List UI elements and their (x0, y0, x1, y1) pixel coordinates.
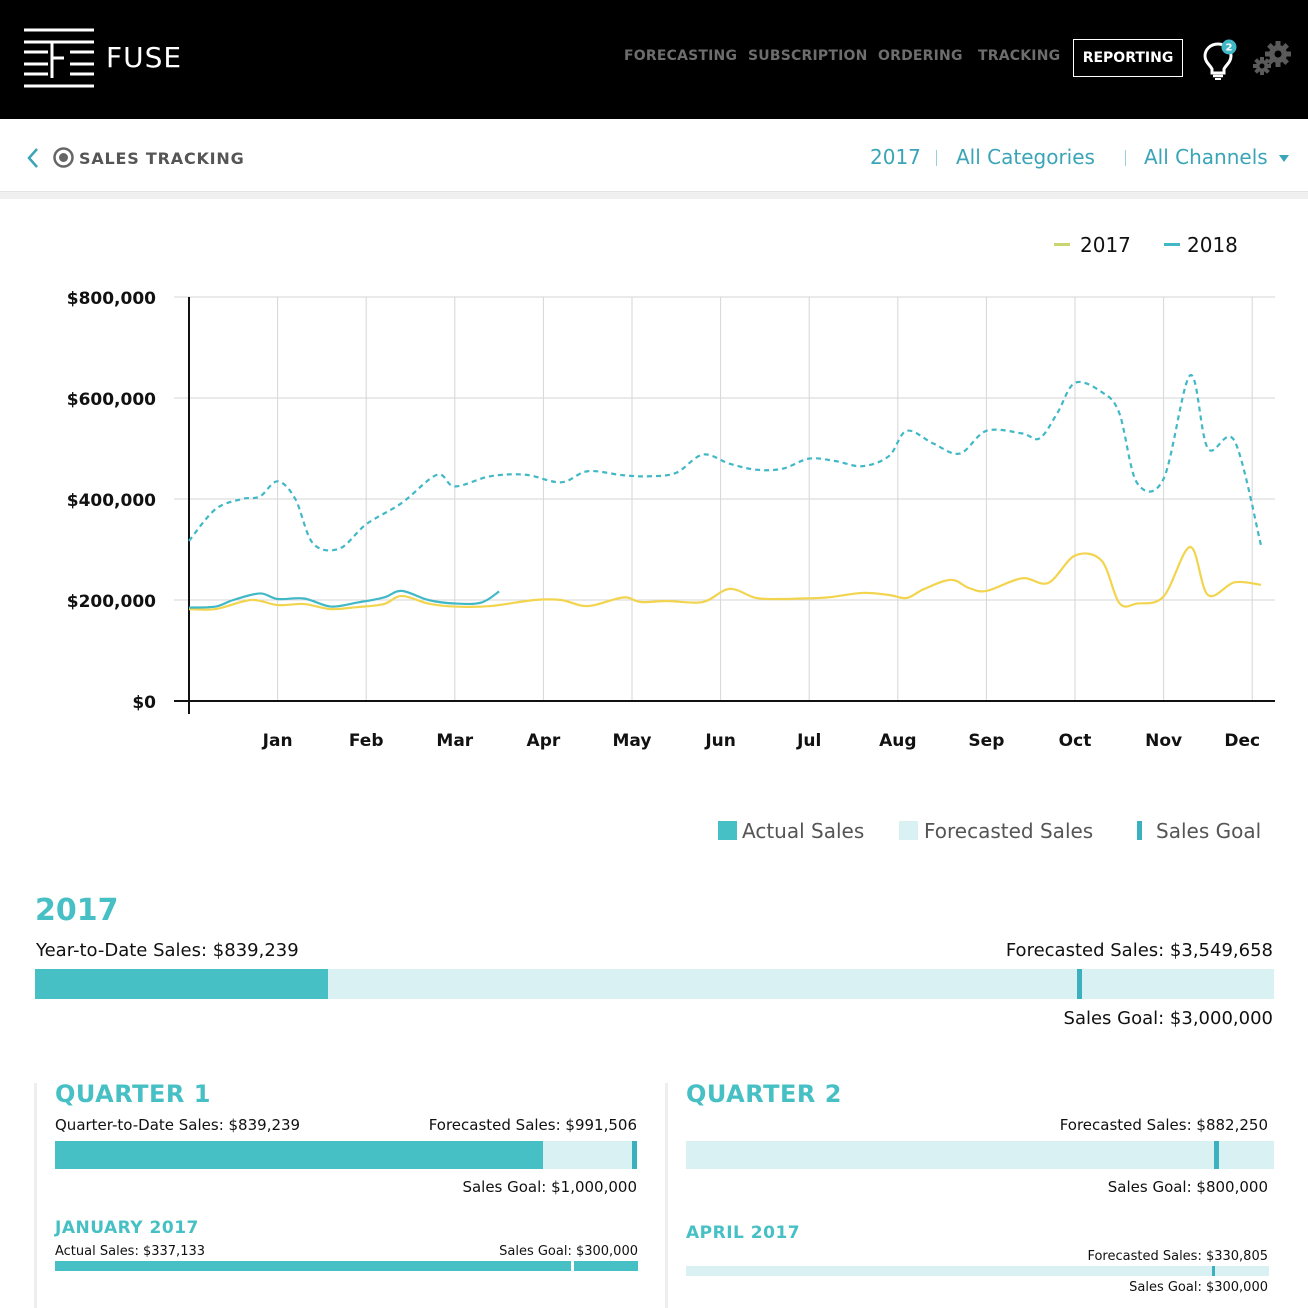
april-forecast-label: Forecasted Sales: $330,805 (1087, 1249, 1268, 1264)
legend-label-2017: 2017 (1080, 233, 1131, 257)
lightbulb-icon[interactable]: 2 (1200, 38, 1240, 80)
x-tick-label: Jan (262, 731, 293, 751)
nav-forecasting[interactable]: FORECASTING (624, 48, 738, 64)
january-progress-bar (55, 1261, 638, 1271)
filter-divider (936, 150, 937, 166)
category-filter[interactable]: All Categories (956, 145, 1095, 169)
fuse-logo-icon[interactable] (24, 28, 94, 88)
header-divider (0, 191, 1308, 199)
month-january-title: JANUARY 2017 (55, 1218, 199, 1238)
legend-swatch-2018 (1164, 243, 1180, 246)
quarter-1-title: QUARTER 1 (55, 1080, 211, 1108)
target-icon (53, 147, 74, 168)
q2-progress-bar (686, 1141, 1274, 1169)
x-tick-label: Feb (349, 731, 384, 751)
y-tick-label: $600,000 (67, 390, 156, 410)
y-tick-label: $200,000 (67, 592, 156, 612)
y-tick-label: $800,000 (67, 289, 156, 309)
notification-badge: 2 (1226, 43, 1233, 54)
year-summary-title: 2017 (35, 893, 119, 928)
quarter-divider (665, 1083, 668, 1308)
january-actual-label: Actual Sales: $337,133 (55, 1244, 206, 1259)
quarter-divider (34, 1083, 37, 1308)
q1-actual-fill (55, 1141, 544, 1169)
legend-goal-swatch (1137, 821, 1142, 840)
series-2017-solid-line (188, 545, 1262, 611)
nav-subscription[interactable]: SUBSCRIPTION (748, 48, 868, 64)
q1-progress-bar (55, 1141, 637, 1169)
x-tick-label: Aug (879, 731, 916, 751)
x-tick-label: Nov (1145, 731, 1182, 751)
x-tick-label: Dec (1224, 731, 1260, 751)
nav-ordering[interactable]: ORDERING (878, 48, 963, 64)
y-tick-label: $0 (132, 693, 156, 713)
y-tick-label: $400,000 (67, 491, 156, 511)
nav-tracking[interactable]: TRACKING (978, 48, 1061, 64)
page-header (0, 119, 1308, 191)
legend-goal-label: Sales Goal (1156, 819, 1262, 843)
x-tick-label: Sep (968, 731, 1004, 751)
q1-goal-marker (632, 1141, 637, 1169)
january-goal-marker (570, 1261, 574, 1271)
gears-icon[interactable] (1252, 40, 1294, 76)
x-tick-label: May (613, 731, 652, 751)
q1-forecast-label: Forecasted Sales: $991,506 (428, 1116, 637, 1134)
month-april-title: APRIL 2017 (686, 1223, 801, 1243)
channel-filter[interactable]: All Channels (1144, 145, 1268, 169)
q2-goal-label: Sales Goal: $800,000 (1107, 1178, 1268, 1196)
april-goal-label: Sales Goal: $300,000 (1129, 1280, 1268, 1295)
chevron-left-icon[interactable] (24, 145, 42, 171)
series-2018-solid-line (188, 589, 500, 609)
x-tick-label: Jul (796, 731, 821, 751)
q2-forecast-label: Forecasted Sales: $882,250 (1059, 1116, 1268, 1134)
legend-label-2018: 2018 (1187, 233, 1238, 257)
x-tick-label: Oct (1059, 731, 1092, 751)
ytd-sales-label: Year-to-Date Sales: $839,239 (36, 940, 299, 961)
filter-divider (1125, 150, 1126, 166)
legend-forecast-label: Forecasted Sales (924, 819, 1094, 843)
january-goal-label: Sales Goal: $300,000 (499, 1244, 638, 1259)
q1-to-date-label: Quarter-to-Date Sales: $839,239 (55, 1116, 301, 1134)
legend-actual-label: Actual Sales (742, 819, 865, 843)
series-2018-dashed-line (188, 374, 1263, 552)
year-filter[interactable]: 2017 (870, 145, 921, 169)
chevron-down-icon[interactable] (1279, 155, 1289, 162)
top-navigation-bar: FUSE FORECASTING SUBSCRIPTION ORDERING T… (0, 0, 1308, 119)
q1-goal-label: Sales Goal: $1,000,000 (462, 1178, 637, 1196)
year-goal-label: Sales Goal: $3,000,000 (1063, 1008, 1273, 1029)
year-forecast-label: Forecasted Sales: $3,549,658 (1005, 940, 1273, 961)
year-actual-fill (35, 969, 328, 999)
april-progress-bar (686, 1266, 1269, 1276)
x-tick-label: Jun (704, 731, 736, 751)
sales-line-chart: $800,000 $600,000 $400,000 $200,000 $0 Jan Feb… (67, 289, 1275, 751)
x-tick-label: Mar (436, 731, 473, 751)
q2-goal-marker (1214, 1141, 1220, 1169)
nav-reporting[interactable]: REPORTING (1073, 39, 1183, 77)
april-goal-marker (1211, 1266, 1215, 1276)
legend-swatch-2017 (1054, 243, 1070, 246)
legend-actual-swatch (718, 821, 737, 840)
january-actual-fill (55, 1261, 638, 1271)
app-name: FUSE (106, 41, 183, 74)
page-title: SALES TRACKING (79, 149, 245, 168)
year-progress-bar (35, 969, 1274, 999)
year-goal-marker (1077, 969, 1083, 999)
x-tick-label: Apr (527, 731, 561, 751)
legend-forecast-swatch (899, 821, 918, 840)
quarter-2-title: QUARTER 2 (686, 1080, 842, 1108)
